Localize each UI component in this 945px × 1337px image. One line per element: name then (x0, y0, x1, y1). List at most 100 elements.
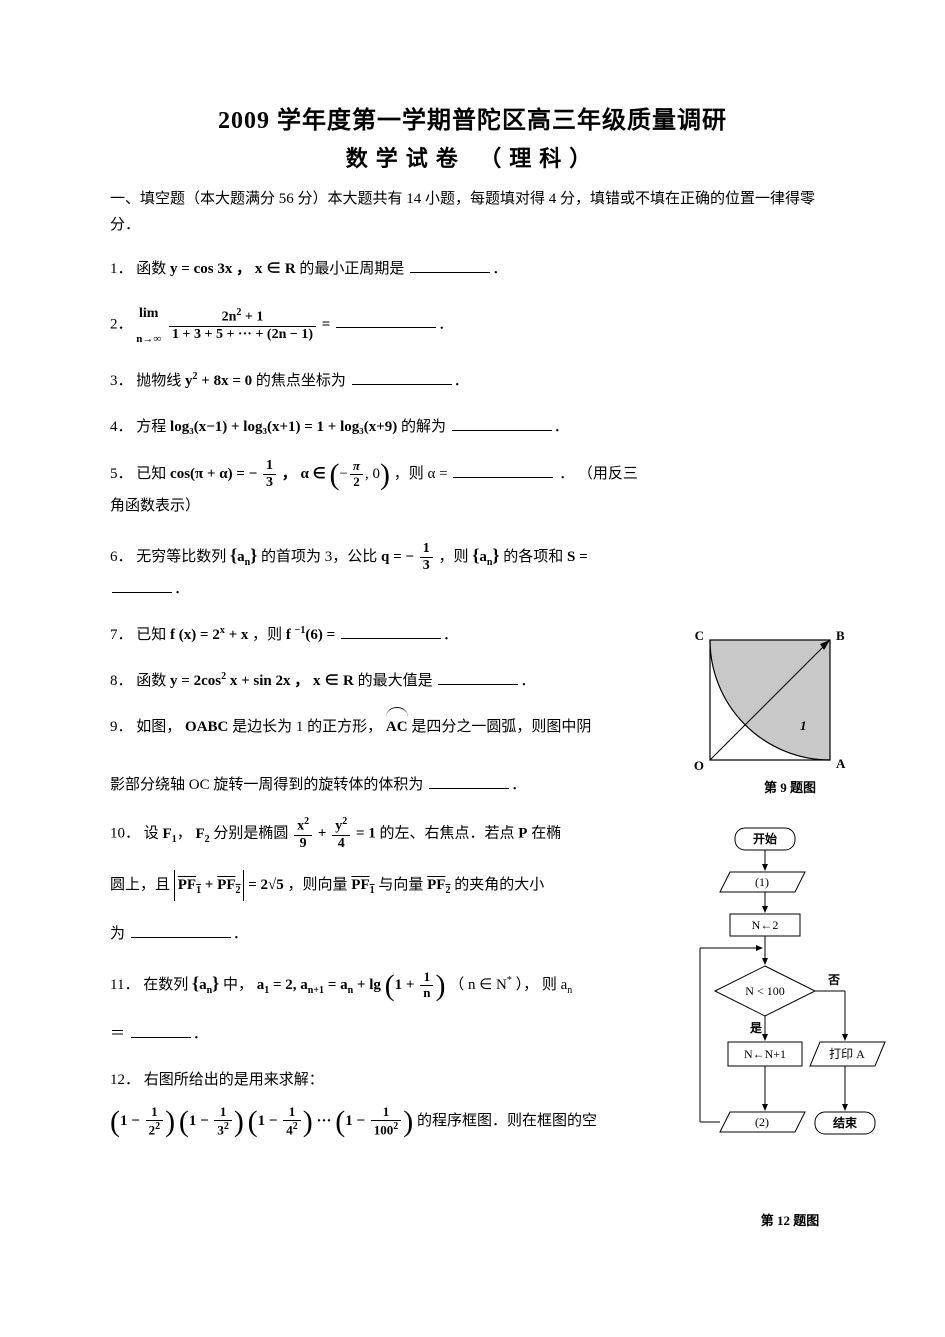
q2: 2． limn→∞ 2n2 + 1 1 + 3 + 5 + ··· + (2n … (110, 300, 640, 350)
figure-q9-caption: 第 9 题图 (690, 777, 890, 796)
q6-num: 6． (110, 549, 133, 565)
q6-q: q = − (381, 549, 414, 565)
q9-svg: C B A O 1 (690, 630, 850, 775)
q10-pf1t: PF (178, 877, 196, 893)
q10-f2: F2 (195, 826, 209, 842)
page-subtitle: 数学试卷 （理科） (110, 141, 835, 173)
q9-t3: 是四分之一圆弧，则图中阴 (411, 719, 591, 735)
q9-o: OABC (185, 719, 228, 735)
figure-q9: C B A O 1 第 9 题图 (690, 630, 890, 796)
q5-rng-pre: − (339, 466, 347, 482)
q8-t1: 函数 (136, 673, 170, 689)
q10-t4: 在椭 (531, 826, 561, 842)
q11-num: 11． (110, 977, 139, 993)
q2-den: 1 + 3 + 5 + ··· + (2n − 1) (169, 327, 316, 343)
q3-blank (352, 371, 452, 386)
q9-t2: 是边长为 1 的正方形， (232, 719, 382, 735)
q6-fn: 1 (420, 541, 433, 558)
figure-flowchart: 开始 (1) N←2 N < 100 是 (690, 826, 890, 1229)
q12-t1: 右图所给出的是用来求解： (144, 1072, 324, 1088)
q3-y: y (185, 373, 193, 389)
q7-t2: ，则 (252, 627, 286, 643)
flow-print: 打印 A (829, 1047, 865, 1061)
flow-no: 否 (827, 973, 840, 987)
q2-lim: limn→∞ (136, 300, 161, 350)
q2-num-n: 2n (222, 310, 237, 325)
q7-fh: f (x) = 2 (170, 627, 220, 643)
q12-term3: (1 − 142) (248, 1105, 313, 1138)
q7-fx: + x (225, 627, 249, 643)
q11-rec: = a (324, 977, 348, 993)
q11-lg: (1 + 1n) (385, 970, 446, 1001)
q2-eq: = (322, 316, 331, 332)
q10-v1t: PF (351, 877, 369, 893)
q8: 8． 函数 y = 2cos2 x + sin 2x ， x ∈ R 的最大值是… (110, 666, 640, 696)
q10-ed2: 4 (332, 836, 350, 852)
q11-lgp: 1 + (395, 977, 419, 993)
q2-blank (336, 314, 436, 329)
q2-frac: 2n2 + 1 1 + 3 + 5 + ··· + (2n − 1) (169, 307, 316, 343)
q7-g: f (286, 627, 295, 643)
q5-blank (453, 464, 553, 479)
q6-t3: ，则 (438, 549, 472, 565)
q11-rec2: + lg (353, 977, 381, 993)
q11-cond1: （ n ∈ N (449, 977, 507, 993)
q5-fn: 1 (263, 458, 276, 475)
q10-t5: 圆上，且 (110, 877, 174, 893)
q10-v2: PF2 (427, 877, 450, 893)
q1: 1． 函数 y = cos 3x ， x ∈ R 的最小正周期是 ． (110, 254, 640, 284)
q2-num-tail: + 1 (241, 310, 263, 325)
q10-F2: F (195, 826, 204, 842)
q8-t2: 的最大值是 (358, 673, 433, 689)
q6: 6． 无穷等比数列 {an} 的首项为 3，公比 q = − 1 3 ，则 {a… (110, 537, 640, 604)
q6-a: a (237, 549, 245, 565)
q9-blank (429, 775, 509, 790)
q10-t9: 为 (110, 926, 125, 942)
flow-b1: (1) (755, 875, 769, 889)
q9-t1: 如图， (136, 719, 181, 735)
flow-n2: N←2 (752, 918, 779, 932)
q6-fd: 3 (420, 558, 433, 574)
q10-blank (131, 924, 231, 939)
q10-e2: y2 4 (332, 816, 350, 852)
q5-rn: π (350, 459, 363, 475)
q10-pf1: PF1 (178, 877, 201, 893)
q11: 11． 在数列 {an} 中， a1 = 2, an+1 = an + lg (… (110, 965, 640, 1049)
q4-f: log₃(x−1) + log₃(x+1) = 1 + log₃(x+9) (170, 419, 397, 435)
q3-num: 3． (110, 373, 133, 389)
q11-lgn: 1 (420, 970, 433, 986)
q5-num: 5． (110, 466, 133, 482)
q6-t2: 的首项为 3，公比 (261, 549, 381, 565)
q10-t7: 与向量 (378, 877, 427, 893)
q8-f: y = 2cos2 x + sin 2x ， x ∈ R (170, 673, 354, 689)
q5-lhs: cos(π + α) = − (170, 466, 257, 482)
flow-end: 结束 (833, 1115, 858, 1130)
q10-rhs: = 1 (356, 826, 376, 842)
q2-num: 2． (110, 316, 133, 332)
q7-garg: (6) = (305, 627, 335, 643)
flow-start: 开始 (753, 831, 777, 846)
q4-blank (452, 417, 552, 432)
q10-v1: PF1 (351, 877, 374, 893)
q7-f: f (x) = 2x + x (170, 627, 248, 643)
section-intro: 一、填空题（本大题满分 56 分）本大题共有 14 小题，每题填对得 4 分，填… (110, 187, 835, 238)
q7-blank (341, 625, 441, 640)
q11-t2: 中， (223, 977, 253, 993)
q7-num: 7． (110, 627, 133, 643)
q11-t1: 在数列 (143, 977, 192, 993)
q5-fd: 3 (263, 475, 276, 491)
q11-cond2: ）， 则 a (512, 977, 567, 993)
flow-yes: 是 (749, 1021, 763, 1035)
q1-blank (410, 259, 490, 274)
q8-num: 8． (110, 673, 133, 689)
q12-num: 12． (110, 1072, 140, 1088)
q12-term1: (1 − 122) (110, 1105, 175, 1138)
q11-blank (131, 1024, 191, 1039)
q10-t2: 分别是椭圆 (213, 826, 292, 842)
q9-t4: 影部分绕轴 OC 旋转一周得到的旋转体的体积为 (110, 777, 423, 793)
q6-blank (112, 579, 172, 594)
q10-P: P (518, 826, 527, 842)
q9-arc: AC (386, 712, 408, 742)
q10-v2t: PF (427, 877, 445, 893)
q6-frac: 1 3 (420, 541, 433, 574)
